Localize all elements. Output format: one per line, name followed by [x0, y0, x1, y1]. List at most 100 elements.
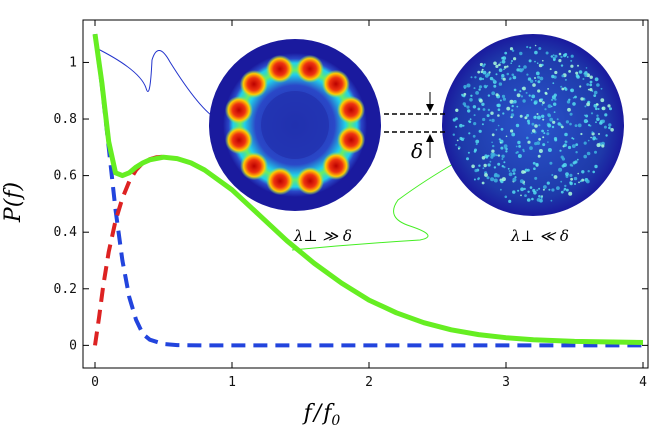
speckle — [503, 161, 506, 164]
speckle — [601, 144, 605, 148]
speckle — [486, 85, 489, 87]
speckle — [543, 185, 547, 189]
speckle — [576, 158, 579, 161]
speckle — [512, 168, 517, 172]
speckle — [547, 114, 552, 118]
speckle — [458, 147, 460, 150]
speckle — [589, 88, 593, 92]
speckle — [495, 64, 499, 68]
speckle — [524, 194, 527, 198]
speckle — [501, 158, 504, 160]
speckle — [497, 108, 501, 111]
speckle — [519, 179, 524, 184]
speckle — [515, 151, 518, 154]
speckle — [525, 91, 528, 94]
speckle — [521, 170, 525, 174]
speckle — [517, 140, 521, 145]
speckle — [554, 98, 557, 101]
x-tick-label: 1 — [228, 375, 236, 390]
speckle — [549, 117, 554, 122]
speckle — [556, 118, 559, 121]
delta-bracket: δ — [384, 92, 448, 163]
speckle — [475, 143, 478, 146]
speckle — [563, 143, 567, 147]
speckle — [547, 104, 552, 108]
speckle — [512, 172, 516, 175]
speckle — [581, 178, 585, 182]
y-tick-label: 0 — [69, 338, 77, 353]
speckle — [497, 103, 501, 108]
speckle — [569, 112, 573, 116]
speckle — [500, 188, 502, 191]
speckle — [472, 105, 477, 109]
speckle — [596, 114, 599, 117]
speckle — [511, 73, 515, 77]
speckle — [510, 62, 512, 64]
speckle — [596, 117, 600, 121]
speckle — [509, 99, 514, 104]
speckle — [524, 168, 528, 172]
speckle — [564, 78, 567, 81]
speckle — [536, 115, 541, 120]
speckle — [531, 197, 534, 201]
speckle — [575, 71, 579, 75]
speckle — [569, 122, 572, 126]
speckle — [560, 85, 563, 88]
speckle — [469, 118, 472, 121]
speckle — [547, 141, 549, 143]
speckle — [543, 132, 546, 135]
speckle — [534, 77, 536, 79]
speckle — [511, 49, 515, 52]
speckle — [547, 88, 549, 90]
speckle — [502, 77, 506, 81]
speckle — [550, 98, 554, 102]
speckle — [520, 187, 524, 192]
speckle — [506, 106, 511, 111]
speckle — [467, 109, 471, 113]
speckle — [537, 75, 540, 79]
speckle — [493, 61, 497, 66]
speckle — [553, 111, 556, 113]
speckle — [571, 164, 574, 167]
right-inset-caption: λ⊥ ≪ δ — [510, 227, 569, 245]
speckle — [574, 124, 578, 127]
speckle — [563, 53, 567, 58]
speckle — [570, 88, 574, 93]
speckle — [464, 104, 467, 108]
speckle — [564, 132, 568, 137]
speckle — [584, 105, 587, 108]
speckle — [551, 125, 555, 129]
speckle — [569, 173, 573, 177]
speckle — [604, 113, 608, 117]
speckle — [477, 107, 481, 111]
speckle — [455, 144, 457, 146]
speckle — [466, 83, 471, 88]
speckle — [497, 162, 501, 166]
speckle — [520, 194, 522, 197]
speckle — [527, 121, 531, 125]
series-line-blue-dashed — [93, 33, 643, 348]
speckle — [512, 75, 517, 80]
speckle — [489, 76, 494, 81]
speckle — [560, 55, 563, 59]
speckle — [535, 71, 540, 76]
speckle — [474, 76, 477, 79]
speckle — [479, 98, 483, 103]
speckle — [552, 56, 555, 59]
speckle — [495, 128, 498, 131]
speckle — [511, 109, 514, 112]
vortex-spot — [295, 54, 324, 83]
speckle — [538, 195, 541, 198]
speckle — [493, 84, 497, 88]
speckle — [516, 93, 521, 98]
speckle — [492, 79, 496, 82]
speckle — [541, 63, 544, 67]
speckle — [572, 102, 576, 106]
speckle — [535, 162, 539, 167]
speckle — [490, 177, 495, 182]
speckle — [469, 98, 473, 102]
speckle — [536, 189, 539, 192]
speckle — [595, 138, 598, 140]
speckle — [518, 145, 521, 148]
speckle — [499, 141, 502, 144]
